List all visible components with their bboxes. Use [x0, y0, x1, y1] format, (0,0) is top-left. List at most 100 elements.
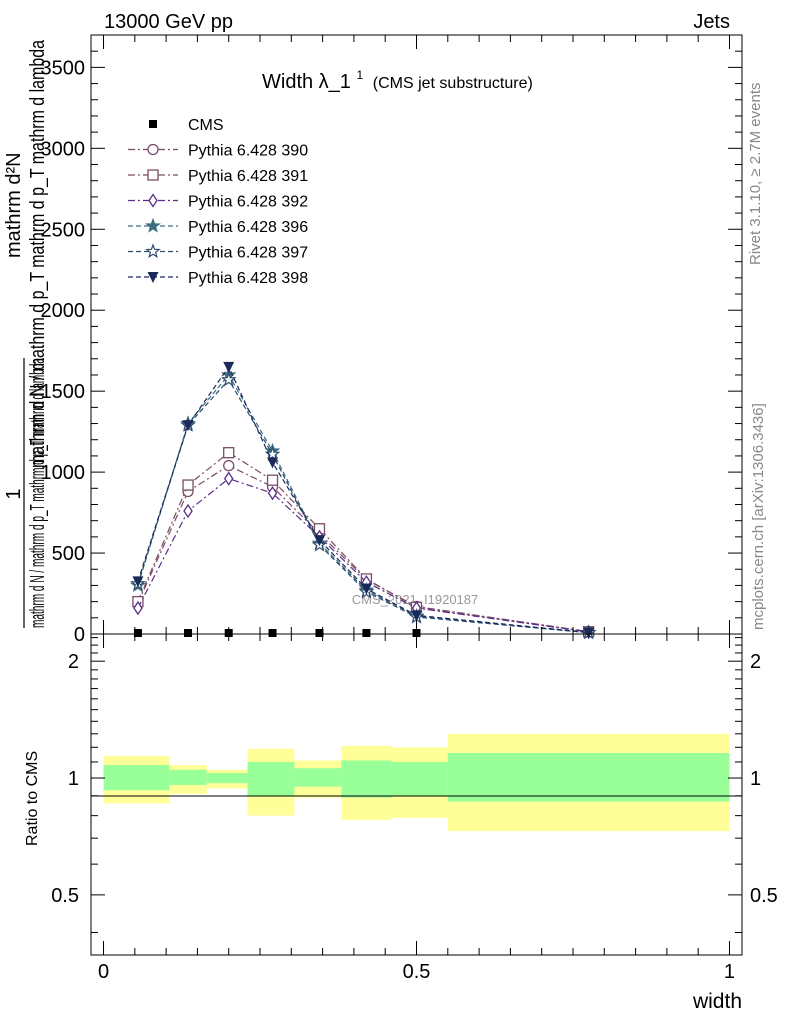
- legend-entry: Pythia 6.428 391: [128, 168, 308, 185]
- legend-entry: Pythia 6.428 396: [128, 217, 308, 236]
- legend-marker: [147, 169, 159, 181]
- chart-title: Width λ_1 1 (CMS jet substructure): [262, 62, 533, 93]
- series-2: [132, 447, 595, 638]
- x-tick-label: 1: [724, 961, 735, 983]
- data-point: [220, 371, 237, 387]
- data-point: [133, 600, 143, 616]
- ratio-ytick-label-right: 0.5: [750, 885, 778, 907]
- ratio-band-inner: [103, 765, 170, 791]
- data-point: [266, 474, 279, 486]
- series-line: [137, 378, 589, 634]
- x-tick-label: 0: [98, 961, 109, 983]
- data-point: [223, 459, 235, 472]
- ratio-band-inner: [294, 768, 342, 787]
- series-line: [137, 373, 589, 634]
- ratio-band-inner: [391, 761, 448, 796]
- data-point: [583, 627, 595, 639]
- legend-label: Pythia 6.428 397: [188, 245, 308, 262]
- x-axis-label: width: [692, 990, 742, 1013]
- ratio-ytick-label: 0.5: [51, 885, 79, 907]
- legend-label: Pythia 6.428 392: [188, 194, 308, 211]
- ratio-band-inner: [169, 769, 207, 785]
- ratio-axes: 0.5 0.5 1 1 2 2 0 0.5 1: [51, 634, 778, 983]
- ylabel-den: mathrm d N / mathrm d p_T mathrm d p_T m…: [27, 358, 49, 628]
- x-tick-label: 0.5: [403, 961, 431, 983]
- series-0: [133, 629, 421, 637]
- main-axes: 0 500 1000 1500 2000 2500 3000 3500: [41, 34, 742, 646]
- legend-label: Pythia 6.428 398: [188, 270, 308, 287]
- series-1: [132, 459, 595, 638]
- chart-title-paren: (CMS jet substructure): [373, 75, 533, 92]
- ratio-band-inner: [447, 753, 730, 802]
- ratio-panel: [103, 733, 730, 832]
- data-point: [182, 479, 194, 491]
- ratio-ytick-label-right: 2: [750, 651, 761, 673]
- legend-marker: [145, 217, 161, 233]
- data-point: [132, 576, 144, 588]
- data-point: [362, 629, 371, 637]
- data-point: [315, 629, 324, 637]
- data-point: [223, 361, 235, 373]
- chart-title-sup: 1: [357, 68, 364, 82]
- data-point: [182, 420, 194, 432]
- legend-marker: [149, 120, 157, 128]
- main-ytick-label: 500: [52, 543, 85, 565]
- main-ytick-label: 1000: [41, 462, 86, 484]
- data-point: [360, 583, 372, 595]
- main-ytick-label: 1500: [41, 381, 86, 403]
- ratio-ytick-label-right: 1: [750, 768, 761, 790]
- series-6: [132, 361, 595, 639]
- legend-label: Pythia 6.428 396: [188, 219, 308, 236]
- data-point: [184, 629, 193, 637]
- legend-entry: Pythia 6.428 390: [128, 143, 308, 160]
- main-ylabel: mathrm d²N mathrm d N / mathrm d p_T mat…: [3, 39, 49, 628]
- legend-marker: [147, 272, 159, 283]
- data-point: [223, 447, 235, 459]
- legend-marker: [148, 193, 158, 208]
- main-ytick-label: 3500: [41, 57, 86, 79]
- ratio-ytick-label: 2: [68, 651, 79, 673]
- header-right: Jets: [693, 11, 730, 33]
- ratio-band-inner: [206, 773, 248, 784]
- legend-entry: Pythia 6.428 397: [128, 243, 308, 262]
- data-point: [223, 471, 234, 486]
- rivet-label: Rivet 3.1.10, ≥ 2.7M events: [747, 83, 764, 266]
- ylabel-top: mathrm d²N: [3, 152, 25, 258]
- legend-label: Pythia 6.428 390: [188, 143, 308, 160]
- analysis-watermark: CMS_2021_I1920187: [352, 592, 479, 607]
- data-point: [267, 485, 278, 501]
- mcplots-label: mcplots.cern.ch [arXiv:1306.3436]: [750, 403, 767, 630]
- ylabel-den-top: mathrm d N / mathrm d p_T mathrm d p_T m…: [27, 39, 49, 468]
- legend-label: CMS: [188, 117, 224, 134]
- legend-entry: Pythia 6.428 398: [128, 270, 308, 287]
- ylabel-num: 1: [3, 488, 25, 499]
- data-point: [267, 457, 279, 469]
- legend-entry: CMS: [149, 117, 224, 134]
- series-line: [137, 365, 589, 634]
- series-3: [133, 471, 594, 640]
- series-line: [137, 464, 589, 633]
- ratio-band-inner: [341, 760, 392, 798]
- legend-entry: Pythia 6.428 392: [128, 193, 308, 211]
- ratio-band-inner: [247, 761, 295, 796]
- data-point: [411, 610, 422, 622]
- legend-marker: [147, 143, 159, 156]
- series-line: [137, 477, 589, 633]
- ratio-ytick-label: 1: [68, 768, 79, 790]
- data-point: [183, 503, 193, 519]
- legend-marker: [145, 243, 161, 259]
- data-point: [133, 629, 142, 637]
- header-left: 13000 GeV pp: [104, 11, 233, 33]
- main-ytick-label: 2000: [41, 300, 86, 322]
- main-ytick-label: 3000: [41, 138, 86, 160]
- legend: CMS Pythia 6.428 390 Pythia 6.428 391 Pythi…: [128, 117, 308, 287]
- main-series-layer: [130, 361, 597, 640]
- data-point: [268, 629, 277, 637]
- series-line: [137, 451, 589, 633]
- chart-title-main: Width λ_1: [262, 71, 351, 93]
- main-ytick-label: 0: [74, 624, 85, 646]
- data-point: [313, 535, 325, 547]
- legend-label: Pythia 6.428 391: [188, 168, 308, 185]
- ratio-ylabel: Ratio to CMS: [24, 751, 41, 846]
